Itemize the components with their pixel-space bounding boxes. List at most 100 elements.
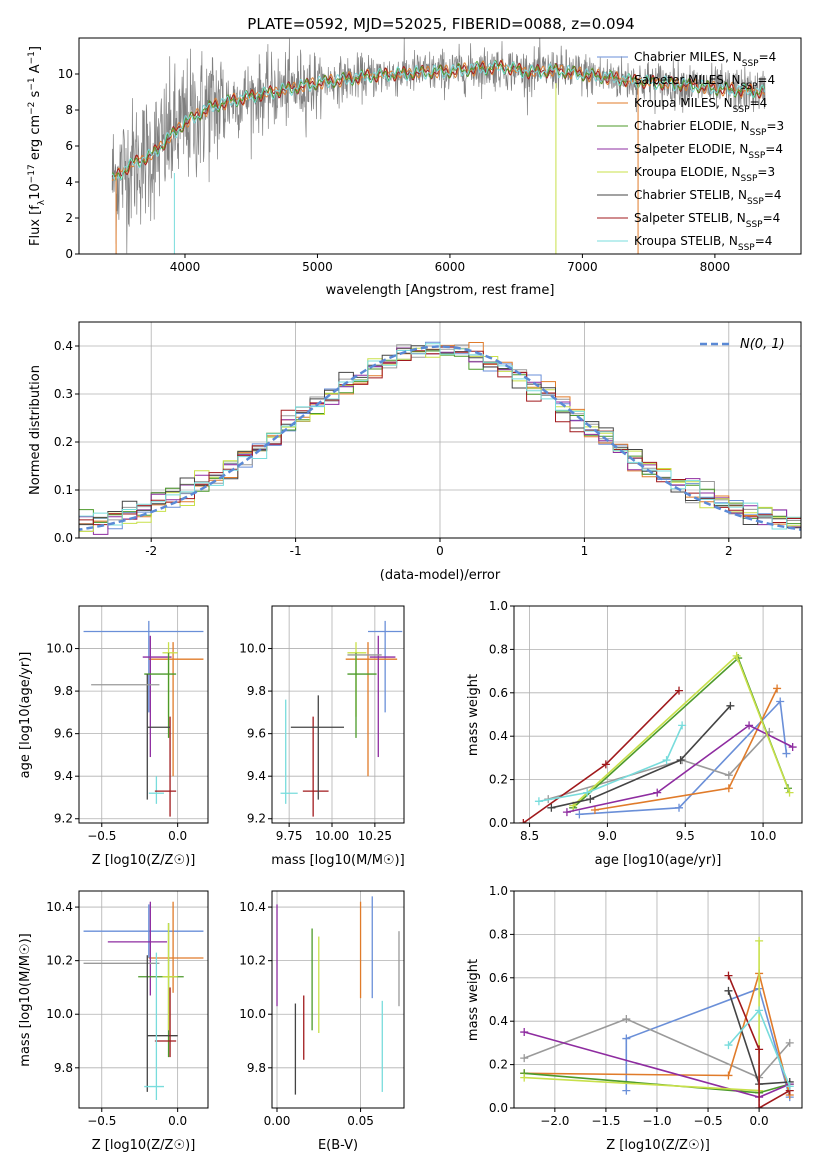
grid <box>272 891 404 1108</box>
weight-marker <box>724 971 733 980</box>
y-tick-label: 9.6 <box>54 727 73 741</box>
plot-area <box>111 38 766 254</box>
weight-line <box>524 940 760 1092</box>
weight-marker <box>586 795 595 804</box>
ticks: −0.5 0.0 9.2 9.4 9.6 9.8 10.0 <box>46 642 187 843</box>
ticks: −0.5 0.0 9.8 10.0 10.2 10.4 <box>46 900 187 1128</box>
y-tick-label: 1.0 <box>489 599 508 613</box>
plot-area <box>276 896 400 1095</box>
x-axis-label: Z [log10(Z/Z☉)] <box>92 853 196 868</box>
x-tick-label: -1 <box>290 544 302 558</box>
weight-vs-age-panel: 8.5 9.0 9.5 10.0 0.0 0.2 0.4 0.6 0.8 1.0 age [log1… <box>466 599 803 868</box>
grid <box>79 891 208 1108</box>
weight-marker <box>562 808 571 817</box>
legend-entry: Chabrier ELODIE, NSSP=3 <box>634 119 784 138</box>
x-tick-label: 9.5 <box>676 829 695 843</box>
weight-marker <box>724 784 733 793</box>
y-tick-label: 10.0 <box>239 1007 266 1021</box>
legend-entry: Kroupa STELIB, NSSP=4 <box>634 234 772 253</box>
x-axis-label: wavelength [Angstrom, rest frame] <box>326 283 555 298</box>
plot-area <box>280 620 403 817</box>
y-tick-label: 9.8 <box>54 684 73 698</box>
age-vs-metallicity-panel: −0.5 0.0 9.2 9.4 9.6 9.8 10.0 Z [log10(Z/Z☉)] ag… <box>18 605 209 868</box>
plot-area <box>83 620 204 817</box>
ticks: 9.75 10.00 10.25 9.2 9.4 9.6 9.8 10.0 <box>239 642 392 843</box>
weight-marker <box>653 788 662 797</box>
y-tick-label: 0.3 <box>54 387 73 401</box>
weight-marker <box>519 819 528 823</box>
weight-marker <box>724 771 733 780</box>
figure-title: PLATE=0592, MJD=52025, FIBERID=0088, z=0… <box>247 15 634 33</box>
y-tick-label: 9.2 <box>247 812 266 826</box>
y-axis-label: mass weight <box>466 674 481 756</box>
y-tick-label: 10.0 <box>46 642 73 656</box>
legend-entry: Chabrier STELIB, NSSP=4 <box>634 188 782 207</box>
y-tick-label: 0.1 <box>54 483 73 497</box>
mass-vs-ebv-panel: 0.00 0.05 9.8 10.0 10.2 10.4 E(B-V) <box>239 890 405 1153</box>
x-tick-label: -2 <box>145 544 157 558</box>
x-tick-label: 9.0 <box>598 829 617 843</box>
weight-marker <box>788 743 797 752</box>
weight-line <box>547 731 770 800</box>
x-axis-label: age [log10(age/yr)] <box>595 853 722 868</box>
x-tick-label: 0.0 <box>168 829 187 843</box>
y-tick-label: 0.2 <box>489 773 508 787</box>
legend: Chabrier MILES, NSSP=4 Salpeter MILES, NS… <box>597 50 784 253</box>
ticks: 0.00 0.05 9.8 10.0 10.2 10.4 <box>239 900 374 1128</box>
y-tick-label: 0.4 <box>489 1014 508 1028</box>
y-axis-label: mass [log10(M/M☉)] <box>18 933 33 1066</box>
weight-vs-metallicity-panel: −2.0 −1.5 −1.0 −0.5 0.0 0.0 0.2 0.4 0.6 0.8 1.0 Z [… <box>466 884 803 1153</box>
weight-marker <box>755 1045 764 1054</box>
x-tick-label: 0.0 <box>168 1114 187 1128</box>
y-tick-label: 4 <box>65 175 73 189</box>
x-tick-label: 6000 <box>435 260 466 274</box>
x-tick-label: 8.5 <box>520 829 539 843</box>
x-tick-label: −2.0 <box>540 1114 569 1128</box>
legend-entry: Kroupa MILES, NSSP=4 <box>634 96 767 115</box>
weight-marker <box>755 936 764 945</box>
y-tick-label: 10 <box>58 67 73 81</box>
x-tick-label: −0.5 <box>693 1114 722 1128</box>
weight-marker <box>622 1015 631 1024</box>
weight-marker <box>590 805 599 814</box>
age-vs-mass-panel: 9.75 10.00 10.25 9.2 9.4 9.6 9.8 10.0 mass [log1… <box>239 605 405 868</box>
grid <box>79 606 208 823</box>
weight-marker <box>547 803 556 812</box>
y-tick-label: 10.2 <box>239 954 266 968</box>
x-axis-label: mass [log10(M/M☉)] <box>271 853 404 868</box>
y-tick-label: 0.8 <box>489 927 508 941</box>
y-axis-label: Flux [fλ10−17 erg cm−2 s−1 A−1] <box>27 46 47 246</box>
y-axis-label: age [log10(age/yr)] <box>18 652 33 779</box>
ticks: 8.5 9.0 9.5 10.0 0.0 0.2 0.4 0.6 0.8 1.0 <box>489 599 777 843</box>
axes-frame <box>271 890 405 1109</box>
legend-entry: Salpeter ELODIE, NSSP=4 <box>634 142 783 161</box>
x-tick-label: −0.5 <box>87 1114 116 1128</box>
weight-marker <box>782 749 791 758</box>
grid <box>272 606 404 823</box>
y-tick-label: 10.0 <box>46 1007 73 1021</box>
weight-marker <box>520 1073 529 1082</box>
x-axis-label: E(B-V) <box>318 1138 358 1153</box>
weight-marker <box>785 1082 794 1091</box>
x-tick-label: 9.75 <box>276 829 303 843</box>
x-tick-label: 8000 <box>700 260 731 274</box>
weight-marker <box>732 651 741 660</box>
y-tick-label: 0.0 <box>489 816 508 830</box>
weight-line <box>579 699 788 816</box>
weight-line <box>551 705 731 809</box>
weight-line <box>523 1018 791 1079</box>
weight-marker <box>785 788 794 797</box>
weight-line <box>727 975 791 1108</box>
x-tick-label: 0.05 <box>347 1114 374 1128</box>
weight-marker <box>755 1006 764 1015</box>
y-tick-label: 0 <box>65 247 73 261</box>
y-tick-label: 9.4 <box>54 769 73 783</box>
weight-line <box>594 688 778 811</box>
weight-marker <box>662 756 671 765</box>
y-tick-label: 9.4 <box>247 769 266 783</box>
legend-entry: Salpeter MILES, NSSP=4 <box>634 73 775 92</box>
weight-marker <box>745 721 754 730</box>
spectrum-panel: 4000 5000 6000 7000 8000 0 2 4 6 8 10 wavelength [A… <box>27 37 802 298</box>
x-tick-label: 2 <box>725 544 733 558</box>
